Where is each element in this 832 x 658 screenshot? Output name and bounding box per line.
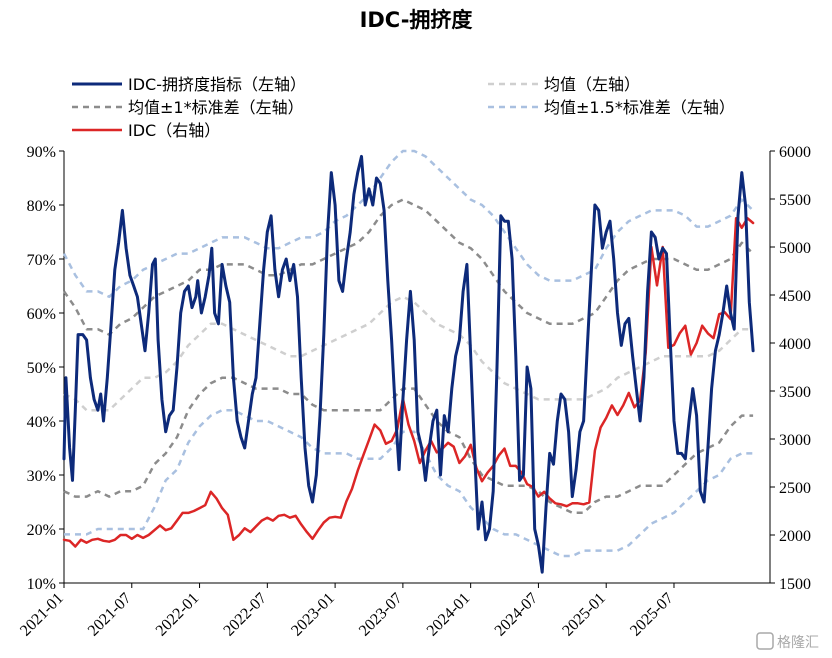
legend-label-band1: 均值±1*标准差（左轴） — [128, 98, 304, 117]
watermark-logo-icon — [756, 632, 774, 650]
x-tick-label: 2021-01 — [17, 590, 67, 640]
y-left-tick-label: 70% — [27, 252, 56, 269]
legend-label-crowd: IDC-拥挤度指标（左轴） — [128, 75, 306, 94]
y-left-tick-label: 80% — [27, 198, 56, 215]
legend-label-band15: 均值±1.5*标准差（左轴） — [544, 98, 735, 117]
y-left-tick-label: 50% — [27, 360, 56, 377]
legend-label-mean: 均值（左轴） — [544, 75, 640, 94]
x-tick-label: 2021-07 — [85, 590, 135, 640]
y-right-tick-label: 2500 — [779, 480, 811, 497]
y-left-tick-label: 20% — [27, 522, 56, 539]
series-band15-upper-line — [62, 149, 754, 299]
series-band1-lower-line — [63, 376, 754, 515]
series-layer — [62, 149, 755, 574]
y-left-tick-label: 60% — [27, 306, 56, 323]
legend: IDC-拥挤度指标（左轴） 均值（左轴） 均值±1*标准差（左轴） 均值±1.5*标准… — [72, 75, 735, 140]
watermark: 格隆汇 — [756, 632, 819, 651]
y-right-tick-label: 5500 — [779, 192, 811, 209]
x-tick-label: 2022-07 — [220, 590, 270, 640]
x-tick-label: 2023-07 — [356, 590, 406, 640]
y-right-tick-label: 4000 — [779, 336, 811, 353]
x-tick-label: 2024-01 — [424, 590, 474, 640]
y-left-tick-label: 30% — [27, 468, 56, 485]
y-right-tick-label: 1500 — [779, 576, 811, 593]
series-crowd-line — [62, 154, 755, 574]
series-band1-upper-line — [62, 198, 754, 336]
series-band15-lower-line — [64, 408, 754, 558]
y-right-tick-label: 5000 — [779, 240, 811, 257]
y-right-tick-label: 6000 — [779, 144, 811, 161]
y-right-tick-label: 2000 — [779, 528, 811, 545]
chart-title: IDC-拥挤度 — [360, 8, 473, 32]
watermark-text: 格隆汇 — [777, 635, 819, 651]
y-left-tick-label: 10% — [27, 576, 56, 593]
legend-label-idc: IDC（右轴） — [128, 121, 220, 140]
axes: 10% 20% 30% 40% 50% 60% 70% 80% 90% 1500 2000 2500 3… — [27, 144, 811, 593]
y-right-tick-label: 3500 — [779, 384, 811, 401]
y-left-tick-label: 90% — [27, 144, 56, 161]
x-tick-label: 2025-01 — [559, 590, 609, 640]
x-tick-label: 2022-01 — [153, 590, 203, 640]
x-tick-label: 2024-07 — [492, 590, 542, 640]
x-axis-ticks: 2021-01 2021-07 2022-01 2022-07 2023-01 2023-… — [17, 583, 677, 640]
y-right-tick-label: 3000 — [779, 432, 811, 449]
y-right-tick-label: 4500 — [779, 288, 811, 305]
y-left-tick-label: 40% — [27, 414, 56, 431]
x-tick-label: 2023-01 — [288, 590, 338, 640]
x-tick-label: 2025-07 — [627, 590, 677, 640]
